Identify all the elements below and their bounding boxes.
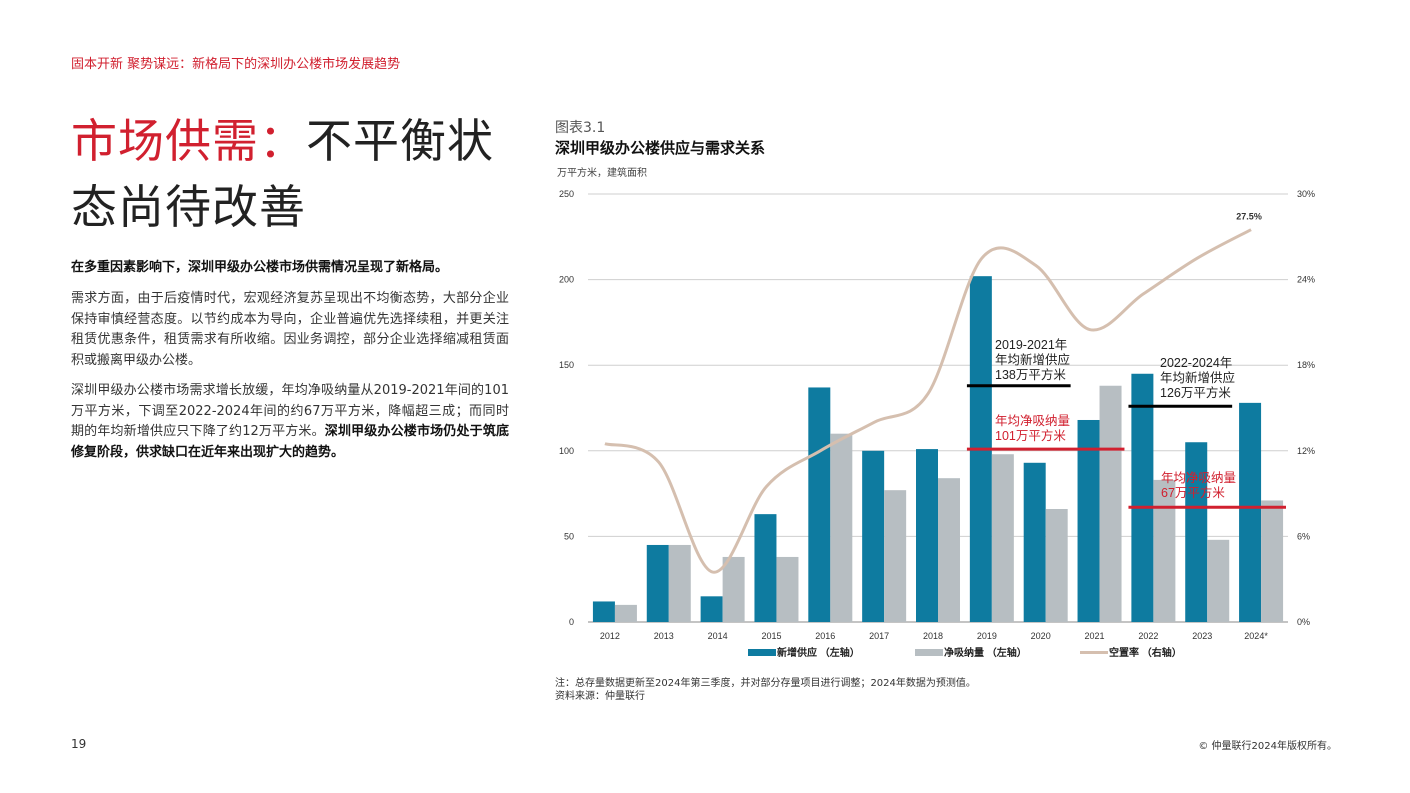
- vacancy-rate-line: [604, 228, 1252, 574]
- bar-new-supply: [808, 387, 831, 622]
- annotation-text: 101万平方米: [995, 428, 1066, 443]
- figure-title: 深圳甲级办公楼供应与需求关系: [555, 139, 766, 157]
- bar-new-supply: [592, 601, 615, 622]
- annotation-text: 年均净吸纳量: [995, 414, 1070, 428]
- y-left-tick-label: 150: [559, 360, 574, 370]
- bar-net-absorption: [938, 478, 960, 622]
- x-tick-label: 2012: [600, 631, 620, 641]
- y-right-tick-label: 18%: [1297, 360, 1315, 370]
- legend-label: 净吸纳量 （左轴）: [944, 646, 1027, 659]
- body-paragraph-1: 需求方面，由于后疫情时代，宏观经济复苏呈现出不均衡态势，大部分企业保持审慎经营态…: [71, 291, 509, 368]
- annotation-text: 126万平方米: [1160, 385, 1231, 400]
- y-right-tick-label: 0%: [1297, 617, 1310, 627]
- y-left-tick-label: 250: [559, 189, 574, 199]
- legend-label: 新增供应 （左轴）: [777, 646, 860, 659]
- body-paragraph-2: 深圳甲级办公楼市场需求增长放缓，年均净吸纳量从2019-2021年间的101万平…: [71, 381, 509, 463]
- figure-source: 资料来源：仲量联行: [555, 691, 645, 702]
- bar-new-supply: [700, 596, 723, 622]
- bar-new-supply: [646, 544, 669, 622]
- legend-swatch: [915, 649, 943, 656]
- bar-net-absorption: [1099, 385, 1122, 622]
- page-number: 19: [71, 737, 87, 751]
- y-left-tick-label: 200: [559, 275, 574, 285]
- copyright: © 仲量联行2024年版权所有。: [1198, 741, 1337, 752]
- bar-net-absorption: [1153, 479, 1176, 622]
- x-tick-label: 2018: [923, 631, 943, 641]
- y-right-tick-label: 30%: [1297, 189, 1315, 199]
- bar-new-supply: [1077, 419, 1100, 622]
- x-tick-label: 2015: [761, 631, 781, 641]
- y-right-tick-label: 12%: [1297, 446, 1315, 456]
- bar-net-absorption: [991, 454, 1014, 622]
- annotation-text: 67万平方米: [1161, 485, 1225, 500]
- vacancy-end-label: 27.5%: [1236, 212, 1262, 222]
- body-paragraph-2-emphasis: 深圳甲级办公楼市场仍处于筑底修复阶段，供求缺口在近年来出现扩大的趋势。: [71, 424, 509, 460]
- bar-net-absorption: [830, 433, 853, 622]
- title-highlight: 市场供需：: [71, 114, 306, 168]
- bar-new-supply: [1185, 442, 1208, 622]
- annotation-text: 年均新增供应: [995, 352, 1070, 367]
- bar-net-absorption: [668, 544, 691, 622]
- x-tick-label: 2014: [708, 631, 728, 641]
- x-tick-label: 2017: [869, 631, 889, 641]
- annotation-text: 年均净吸纳量: [1161, 471, 1236, 485]
- y-left-tick-label: 0: [569, 617, 574, 627]
- annotation-text: 年均新增供应: [1160, 370, 1235, 385]
- supply-demand-chart: 250 30% 200 24% 150 18% 100 12% 50 6% 0 0% 27.5% 2012…: [559, 189, 1315, 659]
- bar-net-absorption: [1261, 500, 1284, 622]
- figure-label: 图表3.1: [555, 120, 606, 136]
- bar-net-absorption: [1045, 509, 1068, 622]
- y-left-tick-label: 50: [564, 531, 574, 541]
- x-tick-label: 2021: [1085, 631, 1105, 641]
- annotation-text: 2019-2021年: [995, 338, 1067, 352]
- x-tick-label: 2013: [654, 631, 674, 641]
- x-tick-label: 2024*: [1244, 631, 1268, 641]
- running-header: 固本开新 聚势谋远：新格局下的深圳办公楼市场发展趋势: [71, 57, 401, 72]
- x-tick-label: 2022: [1138, 631, 1158, 641]
- annotation-text: 138万平方米: [995, 367, 1066, 382]
- figure-notes: 注：总存量数据更新至2024年第三季度，并对部分存量项目进行调整；2024年数据…: [555, 677, 976, 703]
- bar-new-supply: [1023, 462, 1046, 622]
- bar-net-absorption: [776, 556, 799, 622]
- bar-new-supply: [1131, 373, 1154, 622]
- bar-new-supply: [754, 514, 777, 622]
- y-left-tick-label: 100: [559, 446, 574, 456]
- body-paragraph-2-text: 深圳甲级办公楼市场需求增长放缓，年均净吸纳量从2019-2021年间的101万平…: [71, 383, 509, 439]
- bar-new-supply: [862, 450, 885, 622]
- bar-net-absorption: [884, 490, 907, 622]
- annotation-text: 2022-2024年: [1160, 356, 1232, 370]
- figure-note: 注：总存量数据更新至2024年第三季度，并对部分存量项目进行调整；2024年数据…: [555, 678, 976, 689]
- x-tick-label: 2016: [815, 631, 835, 641]
- y-right-tick-label: 24%: [1297, 275, 1315, 285]
- bar-net-absorption: [1207, 539, 1230, 622]
- legend-label: 空置率 （右轴）: [1109, 646, 1182, 659]
- title-rest: 不平衡状态尚待改善: [71, 114, 494, 234]
- bar-new-supply: [916, 449, 938, 622]
- legend-swatch: [748, 649, 776, 656]
- x-tick-label: 2019: [977, 631, 997, 641]
- bar-net-absorption: [722, 556, 745, 622]
- lead-paragraph: 在多重因素影响下，深圳甲级办公楼市场供需情况呈现了新格局。: [71, 260, 449, 275]
- y-right-tick-label: 6%: [1297, 531, 1310, 541]
- bar-net-absorption: [614, 604, 637, 622]
- figure-unit: 万平方米，建筑面积: [557, 168, 647, 179]
- x-tick-label: 2023: [1192, 631, 1212, 641]
- page-title: 市场供需：不平衡状态尚待改善: [71, 108, 531, 240]
- x-tick-label: 2020: [1031, 631, 1051, 641]
- bar-new-supply: [1239, 402, 1262, 622]
